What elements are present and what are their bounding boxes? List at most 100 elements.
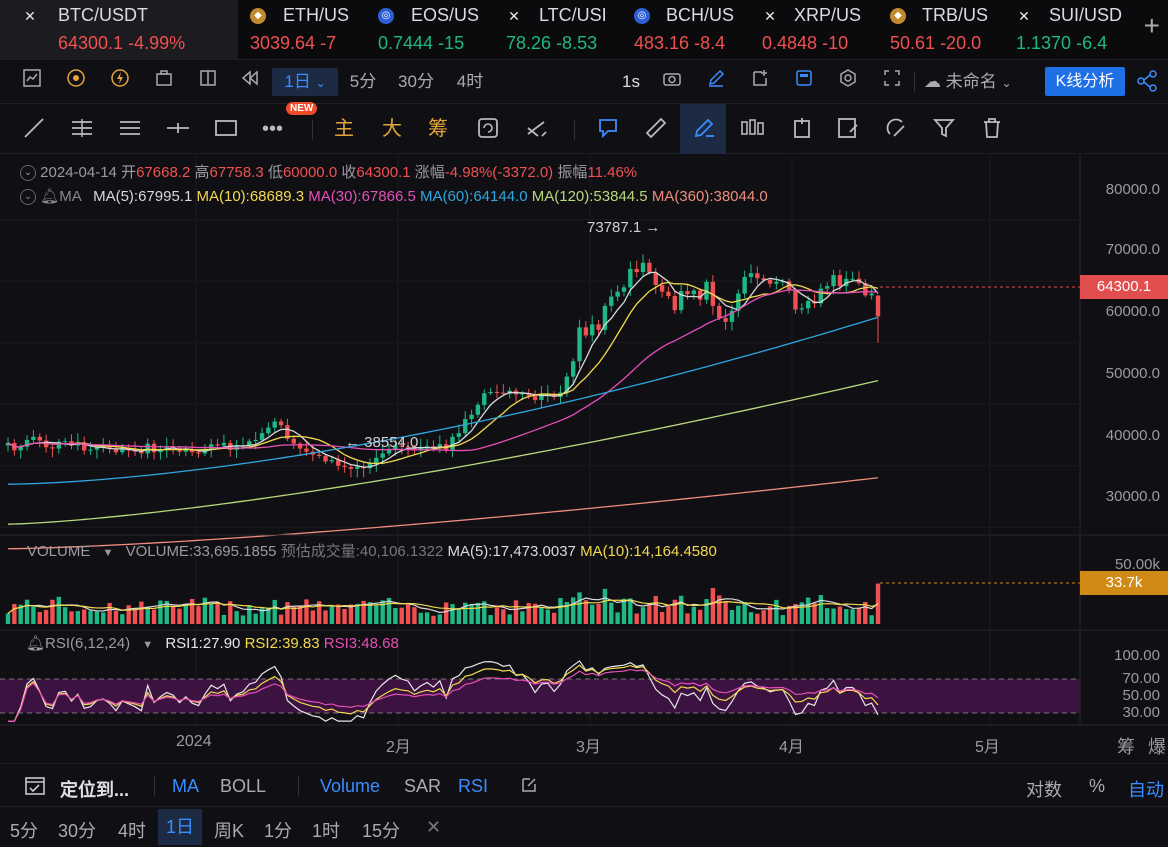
volume-bar [62, 607, 68, 624]
draw-pen-icon[interactable] [692, 116, 716, 147]
ticker-sui[interactable]: ✕ SUI/USD 1.1370 -6.4 [1016, 0, 1126, 59]
chips-toggle[interactable]: 筹 [1117, 737, 1135, 757]
rewind-icon[interactable] [238, 68, 262, 96]
time-tick: 2024 [176, 733, 212, 750]
liquidation-toggle[interactable]: 爆 [1148, 737, 1166, 757]
indicator-ma[interactable]: MA [172, 776, 199, 796]
briefcase-icon[interactable] [152, 68, 176, 96]
layout-name-dropdown[interactable]: ☁ 未命名 ⌄ [924, 72, 1012, 91]
rsi-legend: 🔔︎RSI(6,12,24) ▼ RSI1:27.90 RSI2:39.83 R… [26, 634, 399, 652]
volume-bar [869, 615, 874, 624]
candle-body [723, 318, 728, 322]
chart-type-icon[interactable] [20, 68, 44, 96]
rectangle-icon[interactable] [214, 116, 238, 147]
interval-5m[interactable]: 5分 [349, 72, 377, 91]
more-icon[interactable]: ••• [262, 118, 284, 140]
collapse-icon[interactable]: ⌄ [20, 165, 36, 182]
candle-body [367, 463, 373, 469]
kline-analysis-button[interactable]: K线分析 [1045, 67, 1125, 96]
volume-bar [272, 599, 277, 624]
big-order-button[interactable]: 大 [382, 118, 402, 140]
candle-body [640, 262, 646, 273]
settings-icon[interactable] [836, 68, 860, 96]
main-force-button[interactable]: 主 [334, 118, 354, 140]
compass-icon[interactable] [64, 68, 88, 96]
layout-icon[interactable] [196, 68, 220, 96]
divider [312, 120, 313, 140]
chevron-down-icon: ⌄ [1001, 76, 1012, 90]
interval-4h[interactable]: 4时 [456, 72, 484, 91]
bell-icon[interactable]: 🔔︎ [26, 635, 46, 652]
pen-icon[interactable] [704, 68, 728, 96]
calendar-icon[interactable] [24, 774, 46, 801]
bookmark-icon[interactable] [596, 116, 620, 147]
channel-icon[interactable] [118, 116, 142, 147]
volume-bar [761, 610, 766, 624]
interval-5m[interactable]: 5分 [10, 821, 39, 841]
data-window-icon[interactable] [790, 116, 814, 147]
calculator-icon[interactable] [792, 68, 816, 96]
kline-chart[interactable]: 73787.1 → ← 38554.0 [0, 155, 1168, 763]
auto-scale-button[interactable]: 自动 [1128, 780, 1164, 800]
interval-4h[interactable]: 4时 [118, 821, 147, 841]
chips-button[interactable]: 筹 [428, 118, 448, 140]
fullscreen-icon[interactable] [880, 68, 904, 96]
interval-1m[interactable]: 1分 [264, 821, 293, 841]
volume-bar [564, 602, 570, 624]
parallel-lines-icon[interactable] [70, 116, 94, 147]
trendline-icon[interactable] [22, 116, 46, 147]
ticker-trb[interactable]: ◆ TRB/US 50.61 -20.0 [890, 0, 994, 59]
ticker-bch[interactable]: ◎ BCH/US 483.16 -8.4 [634, 0, 738, 59]
edit-note-icon[interactable] [836, 116, 860, 147]
candle-body [158, 449, 163, 453]
label: 收 [341, 164, 357, 181]
ticker-btc[interactable]: ✕ BTC/USDT 64300.1 -4.99% [0, 0, 238, 59]
volume-bar [482, 601, 487, 624]
bell-icon[interactable]: 🔔︎ [40, 188, 60, 205]
ticker-symbol: SUI/USD [1049, 5, 1123, 25]
ticker-eos[interactable]: ◎ EOS/US 0.7444 -15 [378, 0, 490, 59]
close-icon[interactable]: ✕ [426, 817, 442, 837]
indicator-volume[interactable]: Volume [320, 776, 381, 796]
edit-indicators-icon[interactable] [520, 776, 538, 799]
horizontal-line-icon[interactable] [166, 116, 190, 147]
ticker-eth[interactable]: ◆ ETH/US 3039.64 -7 [250, 0, 360, 59]
ticker-xrp[interactable]: ✕ XRP/US 0.4848 -10 [762, 0, 870, 59]
log-scale-button[interactable]: 对数 [1026, 780, 1062, 800]
indicator-boll[interactable]: BOLL [220, 776, 267, 796]
interval-1h[interactable]: 1时 [312, 821, 341, 841]
interval-week[interactable]: 周K [214, 821, 245, 841]
replay-icon[interactable] [476, 116, 500, 147]
volume-bar [577, 592, 582, 624]
flash-icon[interactable] [108, 68, 132, 96]
dropdown-icon[interactable]: ▼ [102, 547, 114, 559]
candle-body [291, 438, 296, 444]
interval-1d[interactable]: 1日 [158, 809, 203, 845]
trash-icon[interactable] [980, 116, 1004, 147]
collapse-icon[interactable]: ⌄ [20, 189, 36, 206]
percent-scale-button[interactable]: % [1089, 776, 1106, 796]
add-ticker-icon[interactable]: + [1143, 10, 1160, 41]
indicator-rsi[interactable]: RSI [458, 776, 489, 796]
camera-icon[interactable] [660, 68, 684, 96]
interval-1d[interactable]: 1日 ⌄ [272, 68, 338, 96]
interval-15m[interactable]: 15分 [362, 821, 401, 841]
ruler-icon[interactable] [644, 116, 668, 147]
add-note-icon[interactable] [748, 68, 772, 96]
indicator-sar[interactable]: SAR [404, 776, 442, 796]
cross-tool-icon[interactable] [524, 116, 548, 147]
dropdown-icon[interactable]: ▼ [142, 639, 154, 651]
filter-icon[interactable] [932, 116, 956, 147]
interval-30m[interactable]: 30分 [398, 72, 434, 91]
candles-icon[interactable] [740, 116, 766, 147]
volume-bar [139, 601, 144, 624]
speed-selector[interactable]: 1s [622, 72, 640, 91]
locate-button[interactable]: 定位到... [60, 780, 130, 800]
share-icon[interactable] [1136, 70, 1158, 95]
volume-bar [653, 595, 658, 624]
ticker-ltc[interactable]: ✕ LTC/USI 78.26 -8.53 [506, 0, 610, 59]
interval-30m[interactable]: 30分 [58, 821, 97, 841]
candle-body [590, 324, 595, 336]
magnet-icon[interactable] [884, 116, 908, 147]
candle-body [215, 444, 220, 446]
